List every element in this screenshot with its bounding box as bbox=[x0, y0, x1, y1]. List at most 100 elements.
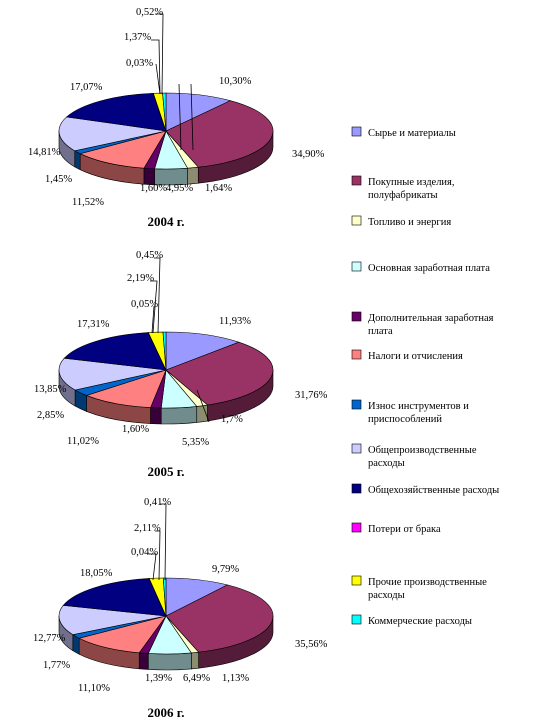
data-label: 1,60% bbox=[122, 424, 149, 435]
data-label: 17,07% bbox=[70, 82, 103, 93]
legend-label: Прочие производственные расходы bbox=[368, 577, 487, 601]
legend-item: Прочие производственные расходы bbox=[351, 575, 487, 601]
legend-swatch bbox=[351, 175, 362, 186]
data-label: 14,81% bbox=[28, 147, 61, 158]
data-label: 1,77% bbox=[43, 660, 70, 671]
legend-swatch bbox=[351, 215, 362, 226]
leader-line-10 bbox=[155, 63, 161, 95]
data-label: 35,56% bbox=[295, 639, 328, 650]
pie-chart-3: 9,79% 35,56% 1,13% 6,49% 1,39% 11,10% 1,77% 12,… bbox=[33, 497, 328, 720]
pie-slice-9 bbox=[63, 332, 167, 371]
data-label: 0,45% bbox=[136, 250, 163, 261]
pie-slice-6 bbox=[79, 130, 167, 169]
legend-swatch bbox=[351, 443, 362, 454]
data-label: 1,45% bbox=[45, 174, 72, 185]
data-label: 1,39% bbox=[145, 673, 172, 684]
data-label: 11,02% bbox=[67, 436, 99, 447]
pie-side-5 bbox=[150, 407, 162, 425]
pie-slice-6 bbox=[85, 369, 167, 408]
pie-charts: 10,30%34,90%1,64%4,95%1,60%11,52%1,45%14… bbox=[28, 7, 328, 720]
legend-label: Покупные изделия, полуфабрикаты bbox=[368, 177, 455, 201]
data-label: 5,35% bbox=[182, 437, 209, 448]
legend-swatch bbox=[351, 575, 362, 586]
legend-swatch bbox=[351, 522, 362, 533]
legend-item: Износ инструментов и приспособлений bbox=[351, 399, 469, 425]
leader-line-11 bbox=[150, 280, 158, 334]
legend-label: Налоги и отчисления bbox=[368, 351, 463, 362]
legend-item: Дополнительная заработная плата bbox=[351, 311, 494, 337]
pie-slice-12 bbox=[162, 92, 167, 132]
legend-item: Коммерческие расходы bbox=[351, 614, 472, 627]
data-label: 0,05% bbox=[131, 299, 158, 310]
legend-label: Сырье и материалы bbox=[368, 128, 456, 139]
legend-label: Коммерческие расходы bbox=[368, 616, 472, 627]
data-label: 0,04% bbox=[131, 547, 158, 558]
data-label: 1,37% bbox=[124, 32, 151, 43]
data-label: 1,64% bbox=[205, 183, 232, 194]
data-label: 11,52% bbox=[72, 197, 104, 208]
pie-slices bbox=[58, 331, 274, 409]
data-label: 1,7% bbox=[221, 414, 243, 425]
leader-line-11 bbox=[155, 530, 161, 581]
pie-side-7 bbox=[74, 150, 81, 171]
leader-line-12 bbox=[155, 13, 164, 95]
data-label: 0,52% bbox=[136, 7, 163, 18]
pie-slice-2 bbox=[165, 100, 274, 168]
chart-caption: 2004 г. bbox=[148, 214, 185, 229]
legend-item: Основная заработная плата bbox=[351, 261, 490, 274]
legend-swatch bbox=[351, 614, 362, 625]
legend-label: Потери от брака bbox=[368, 524, 441, 535]
data-label: 4,95% bbox=[166, 183, 193, 194]
legend-item: Потери от брака bbox=[351, 522, 441, 535]
data-label: 31,76% bbox=[295, 390, 328, 401]
legend-item: Налоги и отчисления bbox=[351, 349, 463, 362]
data-label: 12,77% bbox=[33, 633, 66, 644]
pie-side-3 bbox=[191, 651, 199, 670]
pie-slice-1 bbox=[165, 92, 232, 132]
data-label: 18,05% bbox=[80, 568, 113, 579]
legend-swatch bbox=[351, 483, 362, 494]
data-label: 1,13% bbox=[222, 673, 249, 684]
leader-line-12 bbox=[160, 503, 167, 581]
legend-label: Износ инструментов и приспособлений bbox=[368, 401, 469, 425]
pie-side-walls bbox=[58, 130, 274, 186]
pie-slice-8 bbox=[58, 116, 167, 152]
data-label: 6,49% bbox=[183, 673, 210, 684]
pie-slice-2 bbox=[165, 584, 274, 653]
data-label: 2,85% bbox=[37, 410, 64, 421]
legend-label: Основная заработная плата bbox=[368, 263, 490, 274]
pie-slice-1 bbox=[165, 331, 240, 371]
pie-slices bbox=[58, 92, 274, 170]
data-label: 2,19% bbox=[127, 273, 154, 284]
pie-slice-2 bbox=[165, 341, 274, 406]
legend-label: Общепроизводственные расходы bbox=[368, 445, 477, 469]
leader-line-10 bbox=[151, 305, 155, 334]
pie-slice-8 bbox=[58, 605, 167, 635]
pie-side-5 bbox=[138, 652, 149, 670]
data-label: 13,85% bbox=[34, 384, 67, 395]
data-label: 0,03% bbox=[126, 58, 153, 69]
pie-slice-6 bbox=[78, 615, 167, 654]
pie-side-3 bbox=[187, 166, 199, 185]
chart-caption: 2005 г. bbox=[148, 464, 185, 479]
data-label: 34,90% bbox=[292, 149, 325, 160]
data-label: 9,79% bbox=[212, 564, 239, 575]
leader-line-10 bbox=[149, 553, 157, 581]
legend-swatch bbox=[351, 311, 362, 322]
legend-item: Общепроизводственные расходы bbox=[351, 443, 477, 469]
leader-line-3 bbox=[196, 389, 210, 423]
pie-side-walls bbox=[58, 615, 274, 671]
data-label: 2,11% bbox=[134, 523, 161, 534]
legend-label: Общехозяйственные расходы bbox=[368, 485, 499, 496]
data-label: 0,41% bbox=[144, 497, 171, 508]
legend-item: Общехозяйственные расходы bbox=[351, 483, 499, 496]
pie-side-4 bbox=[160, 406, 198, 425]
leader-line-3 bbox=[190, 83, 194, 151]
pie-slice-9 bbox=[65, 92, 167, 132]
legend-swatch bbox=[351, 261, 362, 272]
pie-slice-8 bbox=[58, 357, 167, 391]
pie-slice-12 bbox=[162, 331, 167, 371]
data-label: 11,93% bbox=[219, 316, 251, 327]
data-label: 17,31% bbox=[77, 319, 110, 330]
